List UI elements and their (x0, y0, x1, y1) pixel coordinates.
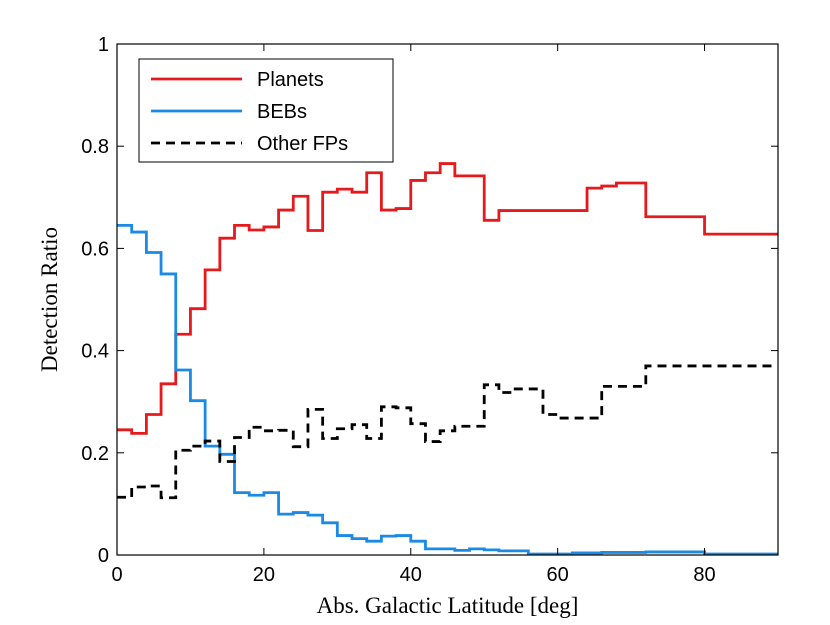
y-tick-label: 0 (98, 545, 109, 567)
x-tick-label: 20 (253, 564, 275, 586)
legend-label-0: Planets (257, 69, 324, 91)
y-tick-label: 0.4 (81, 341, 109, 363)
legend-label-1: BEBs (257, 101, 307, 123)
legend: Planets BEBs Other FPs (138, 58, 394, 163)
series-line-1 (117, 224, 778, 556)
y-tick-label: 0.8 (81, 136, 109, 158)
y-axis-label: Detection Ratio (37, 227, 62, 372)
x-tick-label: 80 (693, 564, 715, 586)
series-layer (117, 162, 778, 556)
series-line-2 (117, 364, 778, 500)
x-axis-label: Abs. Galactic Latitude [deg] (317, 593, 579, 618)
series-line-0 (117, 162, 778, 435)
y-tick-label: 0.6 (81, 238, 109, 260)
x-tick-label: 40 (400, 564, 422, 586)
y-tick-label: 1 (98, 34, 109, 56)
legend-label-2: Other FPs (257, 133, 348, 155)
x-tick-label: 60 (547, 564, 569, 586)
x-tick-label: 0 (111, 564, 122, 586)
plot-frame (116, 43, 779, 556)
ticks-layer: 0 20 40 60 80 0 0.2 0.4 0.6 0.8 1 (81, 34, 778, 586)
y-tick-label: 0.2 (81, 443, 109, 465)
